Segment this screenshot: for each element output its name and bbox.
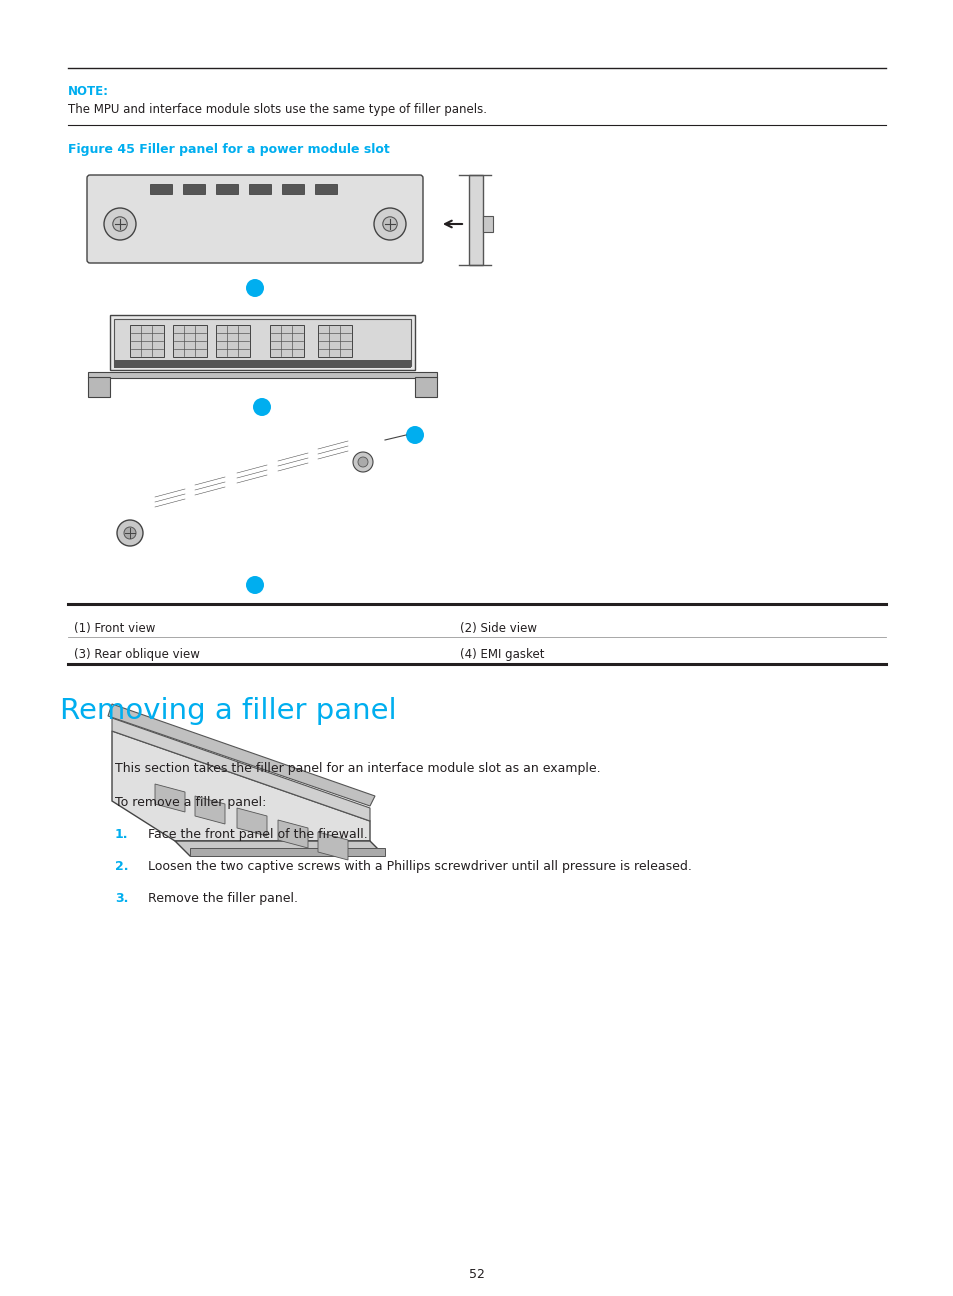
Bar [282, 184, 304, 194]
Polygon shape [190, 848, 385, 855]
Circle shape [246, 279, 264, 297]
Text: (1) Front view: (1) Front view [74, 622, 155, 635]
Text: (4) EMI gasket: (4) EMI gasket [459, 648, 544, 661]
Text: (3) Rear oblique view: (3) Rear oblique view [74, 648, 200, 661]
Text: To remove a filler panel:: To remove a filler panel: [115, 796, 266, 809]
Polygon shape [174, 841, 385, 855]
Bar [130, 325, 164, 356]
Text: Loosen the two captive screws with a Phillips screwdriver until all pressure is : Loosen the two captive screws with a Phi… [148, 861, 691, 874]
Bar [215, 325, 250, 356]
Text: The MPU and interface module slots use the same type of filler panels.: The MPU and interface module slots use t… [68, 102, 486, 117]
Text: (2) Side view: (2) Side view [459, 622, 537, 635]
Text: 52: 52 [469, 1267, 484, 1280]
Polygon shape [236, 807, 267, 836]
Bar [415, 377, 436, 397]
Bar [110, 315, 415, 369]
Circle shape [374, 207, 406, 240]
Polygon shape [194, 796, 225, 824]
Polygon shape [112, 731, 370, 841]
Text: 3.: 3. [115, 892, 129, 905]
Text: 2.: 2. [115, 861, 129, 874]
Text: Removing a filler panel: Removing a filler panel [60, 697, 396, 724]
Bar [482, 216, 493, 232]
Circle shape [406, 426, 423, 445]
Circle shape [382, 216, 396, 231]
Text: Remove the filler panel.: Remove the filler panel. [148, 892, 297, 905]
Bar [314, 184, 336, 194]
Polygon shape [112, 718, 370, 820]
Bar [113, 360, 411, 368]
Bar [183, 184, 205, 194]
Bar [172, 325, 207, 356]
Circle shape [124, 527, 136, 539]
Bar [113, 319, 411, 365]
Circle shape [112, 216, 127, 231]
Bar [150, 184, 172, 194]
Polygon shape [277, 820, 308, 848]
Text: This section takes the filler panel for an interface module slot as an example.: This section takes the filler panel for … [115, 762, 600, 775]
Bar [88, 377, 110, 397]
Circle shape [104, 207, 136, 240]
Bar [270, 325, 304, 356]
Circle shape [353, 452, 373, 472]
Text: 1.: 1. [115, 828, 129, 841]
Bar [469, 175, 482, 264]
Bar [88, 372, 436, 378]
Polygon shape [154, 784, 185, 813]
Circle shape [253, 398, 271, 416]
Text: NOTE:: NOTE: [68, 86, 109, 98]
Circle shape [246, 575, 264, 594]
Bar [249, 184, 271, 194]
Bar [215, 184, 237, 194]
FancyBboxPatch shape [87, 175, 422, 263]
Text: Face the front panel of the firewall.: Face the front panel of the firewall. [148, 828, 367, 841]
Circle shape [117, 520, 143, 546]
Circle shape [357, 457, 368, 467]
Polygon shape [108, 704, 375, 806]
Polygon shape [317, 832, 348, 861]
Text: Figure 45 Filler panel for a power module slot: Figure 45 Filler panel for a power modul… [68, 143, 390, 156]
Bar [317, 325, 352, 356]
